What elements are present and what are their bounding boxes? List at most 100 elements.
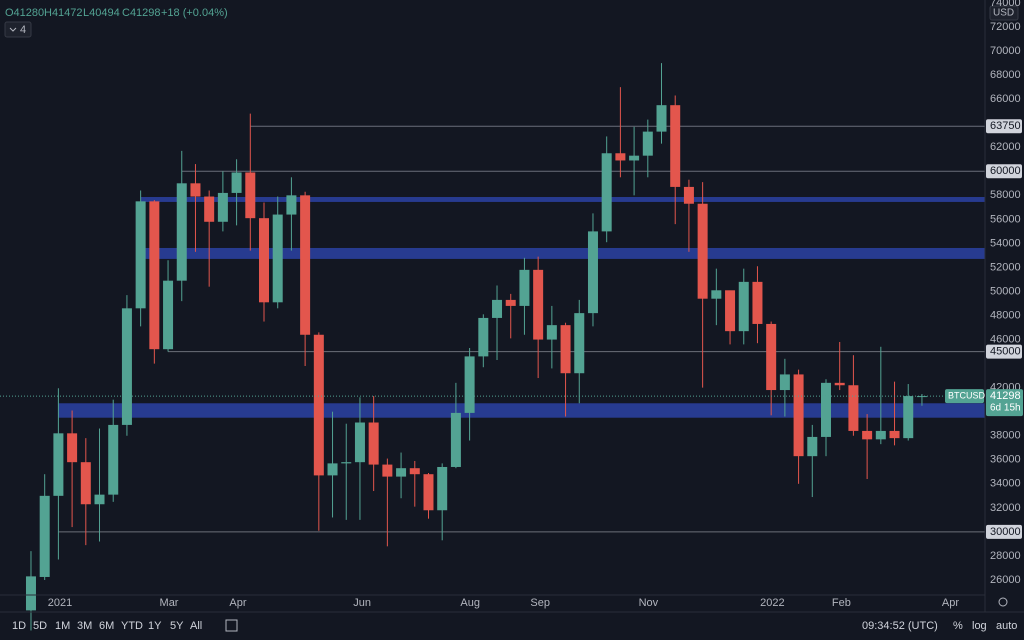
percent-toggle[interactable]: % [953, 620, 963, 632]
range-button[interactable]: 1Y [148, 620, 162, 632]
candle-body [231, 172, 242, 193]
candle-body [396, 468, 407, 477]
x-tick-label: Mar [160, 597, 179, 609]
x-tick-label: Apr [942, 597, 959, 609]
y-tick-label: 32000 [990, 502, 1021, 514]
date-range-icon[interactable] [225, 619, 238, 632]
candle-body [67, 433, 78, 463]
candle-body [807, 436, 818, 457]
candle-body [354, 422, 365, 463]
candle-body [683, 186, 694, 204]
currency: USD [993, 8, 1014, 19]
candle-body [245, 172, 256, 219]
candle-body [862, 430, 873, 440]
candle-body [656, 105, 667, 132]
indicator-count: 4 [20, 24, 26, 36]
candle-body [204, 196, 215, 222]
range-button[interactable]: All [190, 620, 202, 632]
range-button[interactable]: 1M [55, 620, 70, 632]
candle-body [327, 463, 338, 476]
price-label-box [986, 389, 1023, 417]
candle-body [121, 308, 132, 425]
candle-body [478, 317, 489, 357]
candle-body [546, 325, 557, 340]
currency-select[interactable] [989, 5, 1019, 21]
range-button[interactable]: 1D [12, 620, 26, 632]
candle-body [409, 468, 420, 475]
zone [140, 247, 985, 259]
candle-body [793, 374, 804, 457]
candle-body [752, 281, 763, 324]
ohlc-value: C41298 [122, 7, 161, 19]
candle-body [875, 430, 886, 440]
candle-body [464, 356, 475, 413]
level-label-box [986, 524, 1022, 539]
candle-body [190, 183, 201, 197]
countdown: 6d 15h [990, 403, 1021, 414]
clock: 09:34:52 (UTC) [862, 620, 938, 632]
settings-icon[interactable] [998, 597, 1008, 607]
level-label: 30000 [990, 526, 1021, 538]
toolbar: 1D 5D 1M 3M 6M YTD 1Y 5Y All 09:34:52 (UTC)% log au… [12, 620, 1017, 632]
y-tick-label: 48000 [990, 309, 1021, 321]
y-tick-label: 50000 [990, 285, 1021, 297]
zone [58, 403, 986, 418]
ohlc-value: O41280 [5, 7, 44, 19]
candle-body [889, 430, 900, 439]
candle-body [437, 466, 448, 511]
auto-toggle[interactable]: auto [996, 620, 1017, 632]
y-tick-label: 70000 [990, 45, 1021, 57]
candle-body [670, 105, 681, 187]
candle-body [80, 462, 91, 505]
level-label: 63750 [990, 120, 1021, 132]
candle-body [820, 382, 831, 437]
y-tick-label: 54000 [990, 237, 1021, 249]
candle-body [382, 464, 393, 477]
candle-body [725, 290, 736, 332]
candle-body [176, 183, 187, 281]
symbol-label: BTCUSD [948, 390, 986, 400]
y-tick-label: 26000 [990, 574, 1021, 586]
x-tick-label: Sep [530, 597, 550, 609]
candle-body [903, 396, 914, 439]
x-tick-label: Feb [832, 597, 851, 609]
y-tick-label: 46000 [990, 333, 1021, 345]
candle-body [108, 424, 119, 495]
x-tick-label: 2021 [48, 597, 72, 609]
range-button[interactable]: 3M [77, 620, 92, 632]
candle-body [423, 474, 434, 511]
candle-body [574, 313, 585, 374]
y-tick-label: 62000 [990, 141, 1021, 153]
candle-body [766, 323, 777, 391]
candle-body [629, 155, 640, 161]
y-tick-label: 58000 [990, 189, 1021, 201]
x-tick-label: Apr [229, 597, 246, 609]
price-change: +18 (+0.04%) [161, 7, 228, 19]
range-button[interactable]: YTD [121, 620, 143, 632]
y-tick-label: 72000 [990, 21, 1021, 33]
candle-body [39, 495, 50, 577]
level-label-box [986, 164, 1022, 179]
range-button[interactable]: 5D [33, 620, 47, 632]
candle-body [587, 231, 598, 314]
range-button[interactable]: 6M [99, 620, 114, 632]
chevron-icon [9, 27, 17, 32]
candle-body [217, 192, 228, 222]
level-label-box [986, 119, 1022, 134]
level-label: 45000 [990, 345, 1021, 357]
candle-body [711, 290, 722, 299]
level-label-box [986, 344, 1022, 359]
symbol-label-box [945, 389, 984, 404]
candle-body [601, 153, 612, 232]
y-tick-label: 66000 [990, 93, 1021, 105]
y-tick-label: 36000 [990, 454, 1021, 466]
log-toggle[interactable]: log [972, 620, 987, 632]
ohlc-value: H41472 [44, 7, 83, 19]
indicator-toggle[interactable] [4, 21, 32, 38]
price-label: 41298 [990, 390, 1021, 402]
candle-body [259, 218, 270, 303]
y-tick-label: 38000 [990, 430, 1021, 442]
candle-body [135, 201, 146, 309]
range-button[interactable]: 5Y [170, 620, 184, 632]
candle-body [286, 195, 297, 215]
